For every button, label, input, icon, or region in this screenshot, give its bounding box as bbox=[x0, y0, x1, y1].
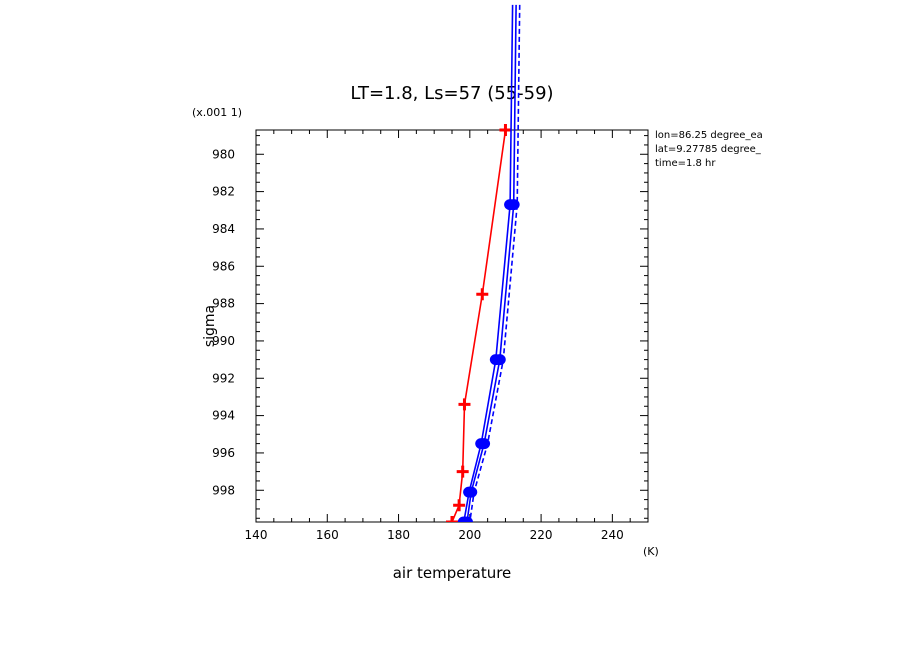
y-tick-label: 980 bbox=[212, 147, 235, 161]
data-point bbox=[453, 499, 466, 512]
axis-ticks: 140 160 180 200 220 240 980 982 984 986 988 990 992 9… bbox=[212, 130, 649, 542]
y-tick-label: 992 bbox=[212, 371, 235, 385]
x-tick-label: 140 bbox=[245, 528, 268, 542]
y-tick-label: 996 bbox=[212, 446, 235, 460]
y-tick-label: 988 bbox=[212, 297, 235, 311]
annotation-time: time=1.8 hr bbox=[655, 158, 716, 169]
data-point bbox=[499, 124, 512, 136]
data-point bbox=[460, 516, 473, 522]
x-tick-label: 220 bbox=[530, 528, 553, 542]
y-scale-label: (x.001 1) bbox=[192, 106, 242, 119]
annotation-block: lon=86.25 degree_ea lat=9.27785 degree_ … bbox=[655, 130, 763, 169]
x-axis-label: air temperature bbox=[393, 564, 512, 582]
y-tick-label: 982 bbox=[212, 185, 235, 199]
data-point bbox=[458, 398, 471, 411]
x-tick-label: 240 bbox=[601, 528, 624, 542]
x-tick-label: 160 bbox=[316, 528, 339, 542]
annotation-lat: lat=9.27785 degree_ bbox=[655, 144, 762, 155]
series-red-0 bbox=[446, 124, 512, 522]
y-tick-label: 990 bbox=[212, 334, 235, 348]
series-layer bbox=[446, 4, 521, 522]
series-blue-3 bbox=[469, 4, 521, 522]
y-tick-label: 994 bbox=[212, 409, 235, 423]
data-point bbox=[476, 288, 489, 301]
y-axis-label: sigma bbox=[202, 305, 218, 347]
series-line bbox=[469, 4, 521, 522]
x-tick-label: 200 bbox=[458, 528, 481, 542]
data-point bbox=[446, 516, 458, 522]
plot-frame bbox=[255, 129, 649, 523]
y-tick-label: 986 bbox=[212, 259, 235, 273]
data-point bbox=[465, 486, 478, 498]
y-tick-label: 984 bbox=[212, 222, 235, 236]
chart-title: LT=1.8, Ls=57 (55-59) bbox=[350, 83, 553, 104]
x-unit-label: (K) bbox=[643, 545, 659, 558]
data-point bbox=[456, 465, 469, 478]
y-tick-label: 998 bbox=[212, 483, 235, 497]
annotation-lon: lon=86.25 degree_ea bbox=[655, 130, 763, 141]
x-tick-label: 180 bbox=[387, 528, 410, 542]
